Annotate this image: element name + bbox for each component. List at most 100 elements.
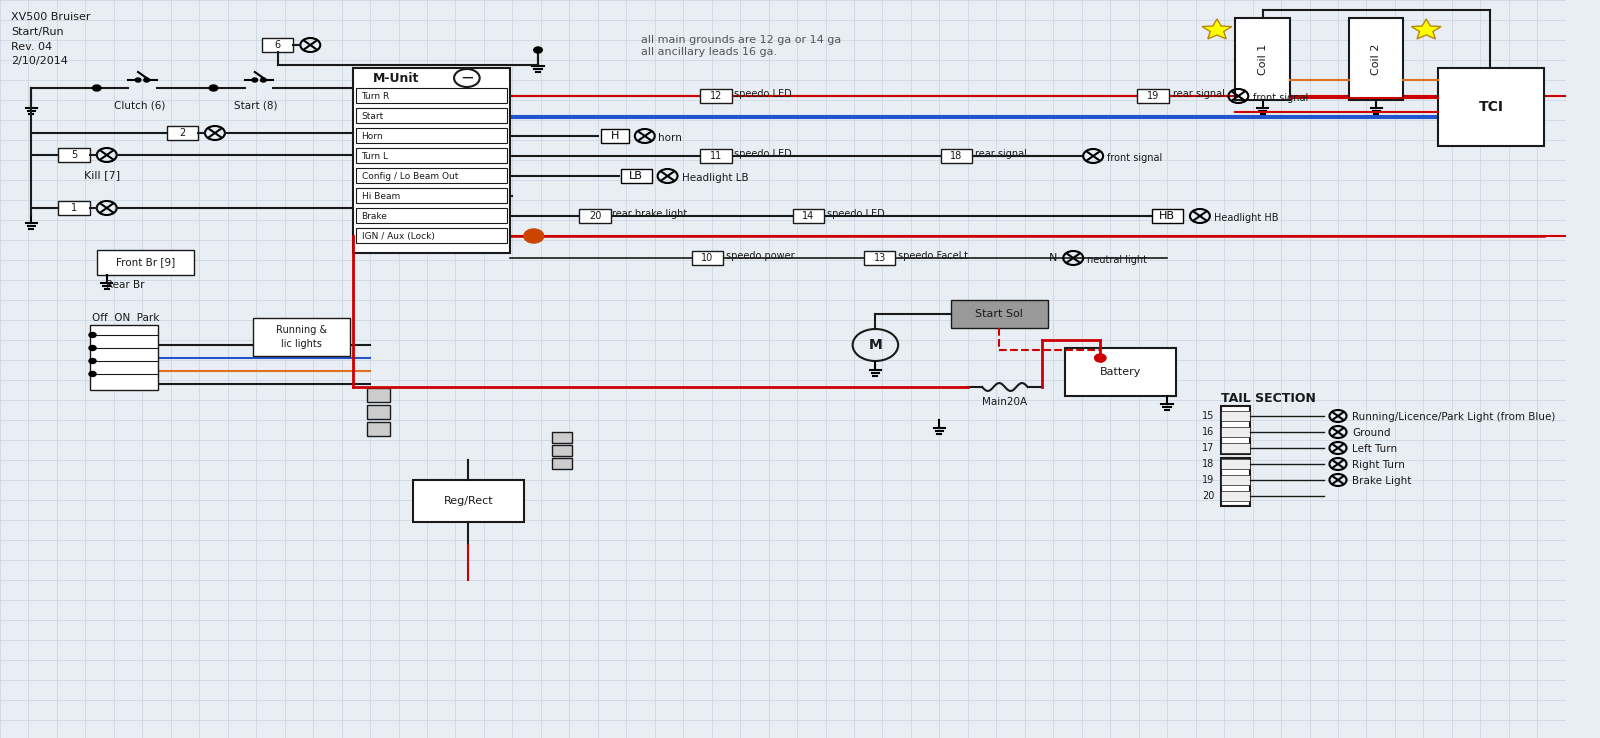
Bar	[1349, 18, 1403, 100]
Bar	[579, 209, 611, 223]
Text: all main grounds are 12 ga or 14 ga
all ancillary leads 16 ga.: all main grounds are 12 ga or 14 ga all …	[640, 35, 840, 57]
Bar	[355, 108, 507, 123]
Text: Brake Light: Brake Light	[1352, 476, 1411, 486]
Text: Left Turn: Left Turn	[1352, 444, 1397, 454]
Text: 1: 1	[70, 203, 77, 213]
Bar	[355, 228, 507, 243]
Circle shape	[534, 47, 542, 53]
Text: HB: HB	[1158, 211, 1174, 221]
Text: Turn R: Turn R	[362, 92, 390, 100]
Text: IGN / Aux (Lock): IGN / Aux (Lock)	[362, 232, 435, 241]
Text: XV500 Bruiser
Start/Run
Rev. 04
2/10/2014: XV500 Bruiser Start/Run Rev. 04 2/10/201…	[11, 12, 91, 66]
Text: Battery: Battery	[1099, 367, 1141, 377]
Text: 6: 6	[275, 40, 280, 50]
Text: 10: 10	[701, 253, 714, 263]
Text: Start: Start	[362, 111, 384, 120]
Polygon shape	[1202, 19, 1232, 39]
Text: Main20A: Main20A	[982, 397, 1027, 407]
Bar	[701, 89, 731, 103]
Text: 19: 19	[1202, 475, 1214, 485]
Circle shape	[523, 229, 544, 243]
Text: Running/Licence/Park Light (from Blue): Running/Licence/Park Light (from Blue)	[1352, 412, 1555, 422]
Bar	[794, 209, 824, 223]
Bar	[96, 250, 194, 275]
Text: 17: 17	[1202, 443, 1214, 453]
Circle shape	[93, 85, 101, 91]
Bar	[1235, 18, 1290, 100]
Text: TCI: TCI	[1478, 100, 1504, 114]
Text: speedo FaceLt: speedo FaceLt	[898, 251, 968, 261]
Text: rear brake light: rear brake light	[613, 209, 688, 219]
Circle shape	[90, 359, 96, 364]
Text: Clutch (6): Clutch (6)	[114, 100, 165, 110]
Bar	[1221, 475, 1250, 485]
Text: Brake: Brake	[362, 212, 387, 221]
Bar	[1221, 459, 1250, 469]
Text: Headlight HB: Headlight HB	[1214, 213, 1278, 223]
Text: 12: 12	[710, 91, 722, 101]
Text: TAIL SECTION: TAIL SECTION	[1221, 391, 1317, 404]
Text: Start Sol: Start Sol	[976, 309, 1022, 319]
Text: Rear Br: Rear Br	[106, 280, 144, 290]
Text: 18: 18	[950, 151, 963, 161]
Bar	[368, 422, 390, 436]
Bar	[691, 251, 723, 265]
Bar	[552, 432, 573, 443]
Bar	[941, 149, 973, 163]
Text: front signal: front signal	[1107, 153, 1163, 163]
Text: 13: 13	[874, 253, 886, 263]
Text: LB: LB	[629, 171, 643, 181]
Bar	[58, 148, 90, 162]
Text: Coil 2: Coil 2	[1371, 44, 1381, 75]
Polygon shape	[1411, 19, 1442, 39]
Bar	[1221, 427, 1250, 437]
Text: Running &
lic lights: Running & lic lights	[277, 325, 328, 348]
Circle shape	[144, 78, 149, 82]
Text: speedo LED: speedo LED	[827, 209, 885, 219]
Text: Horn: Horn	[362, 131, 382, 140]
Bar	[368, 388, 390, 402]
Circle shape	[251, 78, 258, 82]
Text: 14: 14	[802, 211, 814, 221]
Text: 2: 2	[179, 128, 186, 138]
Circle shape	[210, 85, 218, 91]
Bar	[1064, 348, 1176, 396]
Bar	[355, 148, 507, 163]
Text: 11: 11	[710, 151, 722, 161]
Text: Turn L: Turn L	[362, 151, 389, 160]
Circle shape	[261, 78, 266, 82]
Bar	[1138, 89, 1168, 103]
Text: Front Br [9]: Front Br [9]	[115, 257, 174, 267]
Bar	[355, 168, 507, 183]
Bar	[701, 149, 731, 163]
Text: rear signal: rear signal	[1173, 89, 1224, 99]
Text: horn: horn	[658, 133, 682, 143]
FancyBboxPatch shape	[621, 169, 651, 183]
Text: 15: 15	[1202, 411, 1214, 421]
Circle shape	[90, 345, 96, 351]
Bar	[354, 68, 509, 253]
Text: Coil 1: Coil 1	[1258, 44, 1267, 75]
Bar	[1221, 458, 1250, 506]
Bar	[950, 300, 1048, 328]
Text: M-Unit: M-Unit	[373, 72, 419, 84]
Bar	[262, 38, 293, 52]
Bar	[253, 318, 350, 356]
FancyBboxPatch shape	[600, 129, 629, 143]
Bar	[355, 88, 507, 103]
Text: 19: 19	[1147, 91, 1158, 101]
Text: H: H	[611, 131, 619, 141]
Bar	[864, 251, 896, 265]
Bar	[552, 445, 573, 456]
Text: front signal: front signal	[1253, 93, 1307, 103]
Bar	[368, 405, 390, 419]
Bar	[413, 480, 523, 522]
Circle shape	[90, 371, 96, 376]
Bar	[1221, 491, 1250, 501]
Bar	[1221, 411, 1250, 421]
Text: Reg/Rect: Reg/Rect	[443, 496, 493, 506]
Text: 18: 18	[1202, 459, 1214, 469]
Bar	[355, 208, 507, 223]
Bar	[507, 96, 1600, 236]
Bar	[58, 201, 90, 215]
